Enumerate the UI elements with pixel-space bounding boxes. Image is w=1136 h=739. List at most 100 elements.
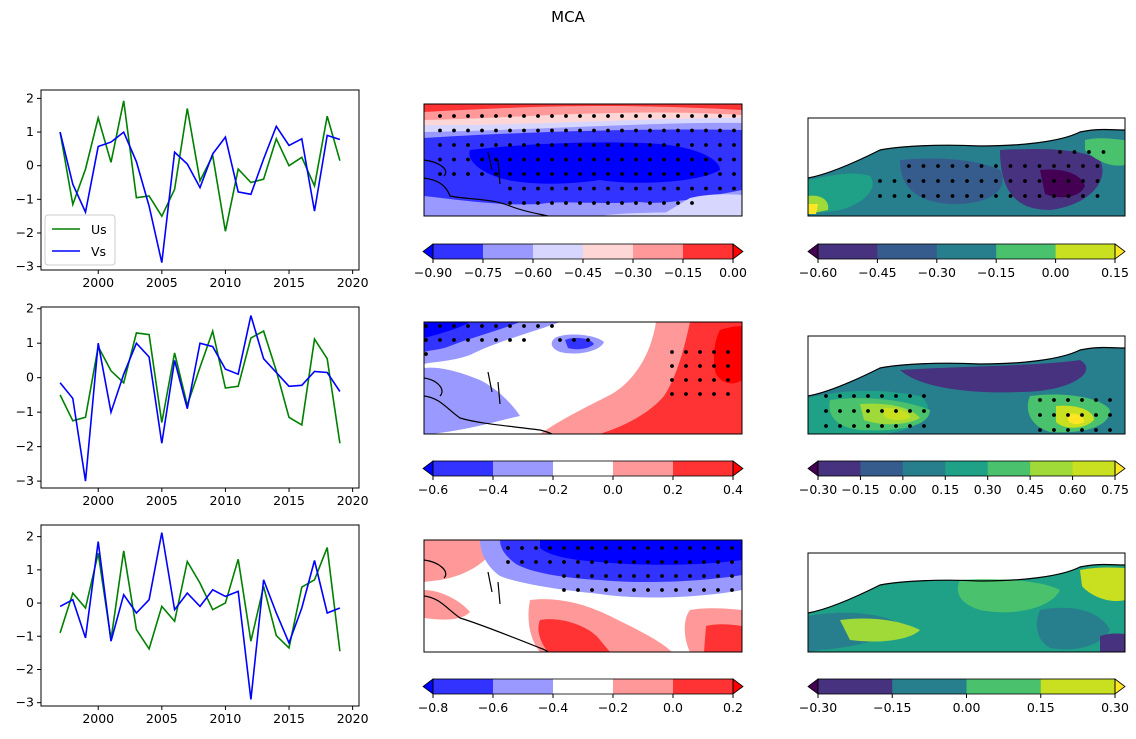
colorbar-tick-label: −0.4 [538,700,568,715]
significance-dot [1108,413,1112,417]
colorbar-segment [892,679,967,694]
significance-dot [620,114,624,118]
significance-dot [632,574,636,578]
significance-dot [536,143,540,147]
axes-frame [40,89,360,271]
colorbar-tick-label: 0.0 [603,482,623,497]
significance-dot [620,172,624,176]
significance-dot [852,394,856,398]
significance-dot [866,394,870,398]
significance-dot [730,546,734,550]
colorbar-segment [877,244,938,259]
timeseries-panel-1: 2000 2005 2010 2015 2020 −3 −2 −1 0 1 2 Us Vs [16,89,369,290]
y-tick-label: −1 [16,191,34,206]
significance-dot [620,157,624,162]
colorbar-segment [553,679,614,694]
significance-dot [438,157,442,162]
significance-dot [646,546,650,550]
significance-dot [522,324,526,328]
significance-dot [1066,179,1071,183]
significance-dots [824,394,1112,432]
colorbar-segment [987,461,1031,476]
significance-dot [508,114,512,118]
significance-dot [684,364,688,368]
significance-dot [452,338,456,342]
significance-dot [965,164,969,168]
significance-dot [646,560,650,564]
significance-dot [684,378,688,382]
significance-dot [550,172,554,176]
significance-dot [1072,150,1077,154]
significance-dot [564,157,568,162]
significance-dot [1087,150,1091,154]
significance-dot [688,588,692,592]
colorbar-segment [483,244,534,259]
significance-dot [618,574,622,578]
y-tick-label: −3 [16,695,34,710]
significance-dot [632,560,636,564]
significance-dot [908,424,912,428]
significance-dot [520,546,524,550]
x-tick-label: 2000 [82,711,114,726]
colorbar-tick-label: 0.00 [953,700,981,715]
significance-dot [452,143,456,147]
contour-fill [713,326,742,384]
significance-dot [424,338,428,342]
significance-dot [866,409,870,413]
y-tick-label: 1 [26,562,34,577]
significance-dot [606,114,610,118]
significance-dot [1038,428,1042,432]
significance-dot [660,560,664,564]
significance-dot [950,194,955,198]
colorbar-row3-col3: −0.30 −0.15 0.00 0.15 0.30 [799,678,1129,715]
significance-dot [878,179,882,183]
contour-fill [538,619,610,652]
series-line-vs [59,315,341,482]
significance-dot [606,172,610,176]
significance-dot [452,114,456,118]
significance-dot [480,143,484,147]
colorbar-segment [493,461,554,476]
significance-dots [878,150,1106,198]
significance-dot [690,186,694,191]
colorbar-tick-label: −0.60 [799,265,837,280]
significance-dot [522,172,526,176]
significance-dot [1023,164,1027,168]
colorbar-tick-label: −0.30 [614,265,652,280]
colorbar-extend-low [422,678,434,695]
significance-dot [688,546,692,550]
y-tick-label: 1 [26,335,34,350]
significance-dot [522,201,526,205]
field-patch [900,360,1087,393]
significance-dot [634,114,638,118]
significance-dot [578,143,582,147]
colorbar-row1-col3: −0.60 −0.45 −0.30 −0.15 0.00 0.15 [799,243,1129,280]
significance-dot [716,588,720,592]
colorbar-segment [533,244,584,259]
significance-dot [676,157,680,162]
y-tick-label: −1 [16,404,34,419]
x-tick-label: 2000 [82,493,114,508]
significance-dot [838,409,842,413]
significance-dot [550,186,554,191]
map-frame [423,321,743,435]
significance-dot [536,201,540,205]
significance-dot [908,394,912,398]
significance-dot [632,588,636,592]
y-tick-label: −2 [16,225,34,240]
significance-dot [438,324,442,328]
significance-dot [576,560,580,564]
x-tick-label: 2020 [337,711,369,726]
significance-dot [892,179,897,183]
colorbar-tick-label: −0.45 [564,265,602,280]
significance-dot [732,128,736,133]
significance-dot [466,128,470,133]
significance-dot [1080,413,1084,417]
significance-dot [1052,398,1056,402]
x-tick-label: 2020 [337,275,369,290]
significance-dot [732,143,736,147]
significance-dot [1094,413,1098,417]
significance-dot [824,409,828,413]
significance-dot [576,546,580,550]
legend: Us Vs [44,214,116,266]
